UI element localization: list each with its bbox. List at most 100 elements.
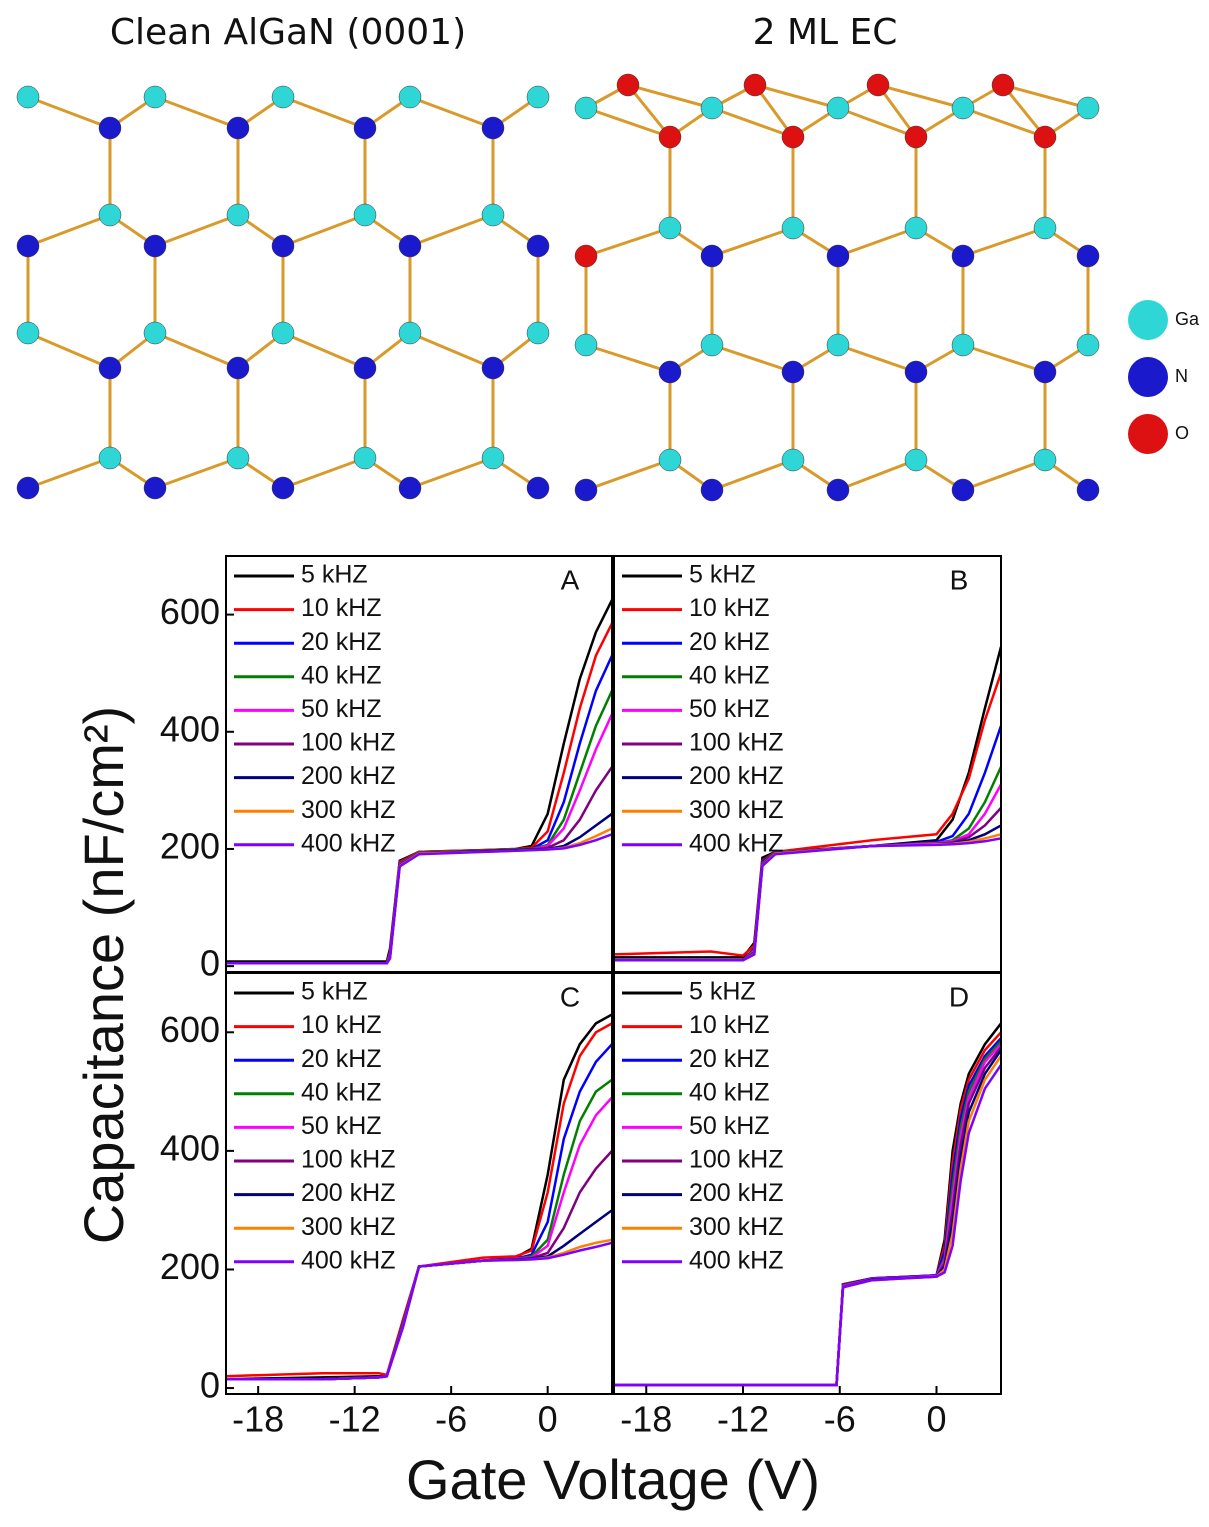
data-line	[614, 1022, 1001, 1387]
bond	[585, 458, 671, 492]
legend-label: 50 kHZ	[301, 1112, 382, 1140]
bond	[711, 458, 794, 492]
data-line	[614, 1046, 1001, 1387]
legend-label: 20 kHZ	[301, 1045, 382, 1073]
atom	[226, 356, 250, 380]
plot-area	[226, 599, 612, 965]
legend-label: 20 kHZ	[301, 628, 382, 656]
atom	[143, 321, 167, 345]
lattice-diagrams: Ga N O	[16, 73, 1200, 502]
atom	[700, 478, 724, 502]
structure-title: 2 ML EC	[753, 12, 898, 53]
bond	[27, 213, 111, 248]
atom	[1033, 125, 1057, 149]
bond	[962, 106, 1046, 139]
legend-label: 40 kHZ	[689, 661, 770, 689]
bond	[585, 226, 671, 258]
atom	[658, 125, 682, 149]
legend-label: 50 kHZ	[689, 695, 770, 723]
legend-label: 10 kHZ	[689, 1011, 770, 1039]
data-line	[226, 1209, 612, 1381]
legend-label: 100 kHZ	[689, 1146, 783, 1174]
y-tick-label: 0	[200, 943, 220, 984]
data-line	[614, 1064, 1001, 1387]
atom	[700, 244, 724, 268]
atom	[16, 476, 40, 500]
atom	[271, 85, 295, 109]
atom	[951, 96, 975, 120]
legend-label: 200 kHZ	[689, 1179, 783, 1207]
panel-frame	[613, 555, 1002, 973]
bond	[154, 456, 239, 490]
atom	[781, 448, 805, 472]
data-line	[614, 1049, 1001, 1387]
legend-label: 100 kHZ	[689, 729, 783, 757]
data-line	[226, 1022, 612, 1378]
y-axis-label: Capacitance (nF/cm²)	[72, 706, 135, 1244]
data-line	[614, 1037, 1001, 1387]
legend-label: 200 kHZ	[301, 762, 395, 790]
x-tick-label: -18	[620, 1399, 672, 1440]
atom	[526, 476, 550, 500]
legend-label: 5 kHZ	[689, 978, 756, 1006]
atom	[353, 203, 377, 227]
x-tick-label: -12	[717, 1399, 769, 1440]
atom	[781, 216, 805, 240]
panel-frame	[225, 972, 613, 1395]
atom	[226, 203, 250, 227]
y-tick-label: 0	[200, 1365, 220, 1406]
x-axis-label: Gate Voltage (V)	[406, 1448, 820, 1511]
bond	[154, 213, 239, 248]
bond	[711, 226, 794, 258]
bond	[282, 456, 366, 490]
atom	[16, 234, 40, 258]
y-tick-label: 200	[160, 1246, 220, 1287]
legend-label: 200 kHZ	[301, 1179, 395, 1207]
data-line	[614, 672, 1001, 957]
x-tick-label: 0	[538, 1399, 558, 1440]
bond	[962, 458, 1046, 492]
data-line	[226, 1241, 612, 1381]
bond	[585, 343, 671, 374]
legend-label: 50 kHZ	[301, 695, 382, 723]
bond	[837, 106, 917, 139]
bond	[27, 95, 111, 130]
data-line	[614, 766, 1001, 962]
data-line	[614, 1055, 1001, 1387]
legend-label: 10 kHZ	[689, 594, 770, 622]
legend-label: 100 kHZ	[301, 729, 395, 757]
plot-area	[614, 1022, 1001, 1387]
atom	[904, 125, 928, 149]
data-line	[614, 837, 1001, 962]
atom	[398, 234, 422, 258]
atom	[616, 73, 640, 97]
atom	[481, 203, 505, 227]
legend-atom	[1128, 414, 1168, 454]
y-tick-label: 200	[160, 825, 220, 866]
atom	[951, 478, 975, 502]
plot-area	[614, 646, 1001, 962]
atom	[574, 478, 598, 502]
data-line	[226, 1013, 612, 1381]
atom	[951, 333, 975, 357]
bond	[154, 331, 239, 370]
bond	[282, 213, 366, 248]
atom	[743, 73, 767, 97]
atom	[866, 73, 890, 97]
legend-label: O	[1175, 423, 1189, 443]
legend-label: 300 kHZ	[301, 1213, 395, 1241]
atom	[143, 85, 167, 109]
x-tick-label: -6	[435, 1399, 467, 1440]
bond	[962, 343, 1046, 374]
legend-label: 5 kHZ	[301, 561, 368, 589]
atom	[826, 96, 850, 120]
bond	[27, 331, 111, 370]
atom	[781, 125, 805, 149]
legend-atom	[1128, 300, 1168, 340]
legend-label: 300 kHZ	[301, 796, 395, 824]
atom	[1033, 360, 1057, 384]
bond	[962, 226, 1046, 258]
atom	[271, 321, 295, 345]
atom	[398, 321, 422, 345]
bond	[711, 343, 794, 374]
